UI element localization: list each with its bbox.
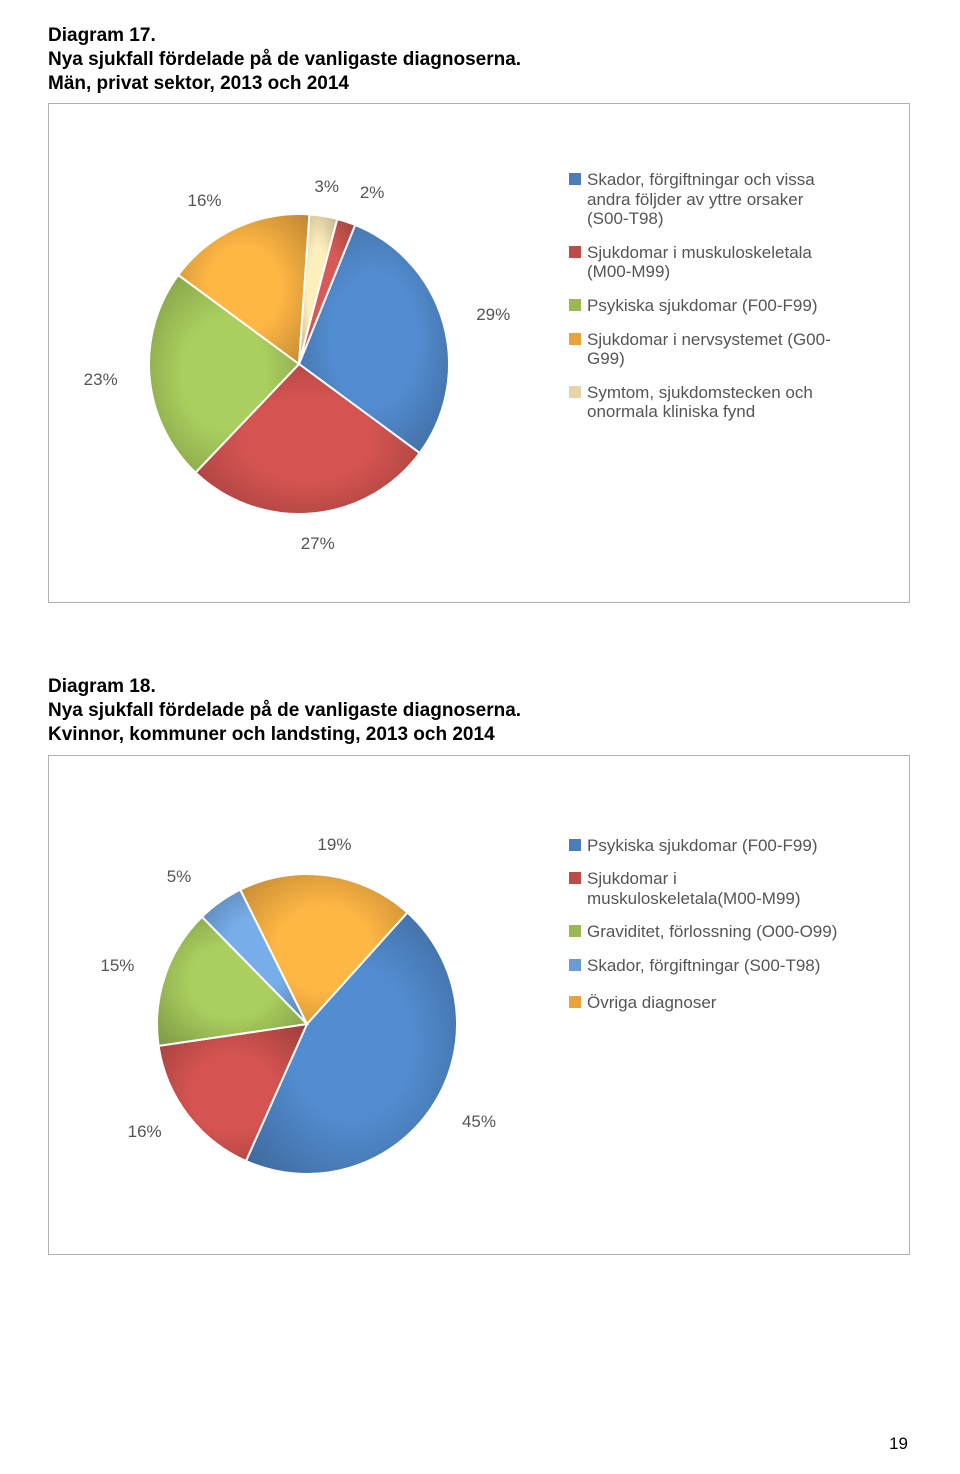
legend-swatch xyxy=(569,959,581,971)
diagram-18-subtitle-2: Kvinnor, kommuner och landsting, 2013 oc… xyxy=(48,723,912,747)
legend-item: Psykiska sjukdomar (F00-F99) xyxy=(569,836,847,856)
legend-text: Sjukdomar i muskuloskeletala (M00-M99) xyxy=(587,243,847,282)
legend-item: Graviditet, förlossning (O00-O99) xyxy=(569,922,847,942)
diagram-17-title: Diagram 17. xyxy=(48,24,912,48)
legend-item: Övriga diagnoser xyxy=(569,993,847,1013)
legend-text: Psykiska sjukdomar (F00-F99) xyxy=(587,296,818,316)
diagram-18-subtitle-1: Nya sjukfall fördelade på de vanligaste … xyxy=(48,699,912,723)
legend-item: Sjukdomar i muskuloskeletala(M00-M99) xyxy=(569,869,847,908)
legend-text: Sjukdomar i nervsystemet (G00-G99) xyxy=(587,330,847,369)
diagram-17-chart: 29%27%23%16%3%2%Skador, förgiftningar oc… xyxy=(48,103,910,603)
legend-swatch xyxy=(569,333,581,345)
legend-swatch xyxy=(569,386,581,398)
legend-swatch xyxy=(569,925,581,937)
diagram-18-title: Diagram 18. xyxy=(48,675,912,699)
diagram-18-heading: Diagram 18. Nya sjukfall fördelade på de… xyxy=(48,675,912,746)
diagram-18-chart: 45%16%15%5%19%Psykiska sjukdomar (F00-F9… xyxy=(48,755,910,1255)
legend-text: Graviditet, förlossning (O00-O99) xyxy=(587,922,837,942)
page-number: 19 xyxy=(889,1434,908,1454)
diagram-17-heading: Diagram 17. Nya sjukfall fördelade på de… xyxy=(48,24,912,95)
legend-swatch xyxy=(569,246,581,258)
diagram-17-subtitle-2: Män, privat sektor, 2013 och 2014 xyxy=(48,72,912,96)
legend-text: Psykiska sjukdomar (F00-F99) xyxy=(587,836,818,856)
legend-swatch xyxy=(569,173,581,185)
legend-text: Övriga diagnoser xyxy=(587,993,716,1013)
legend-item: Symtom, sjukdomstecken och onormala klin… xyxy=(569,383,847,422)
diagram-17-subtitle-1: Nya sjukfall fördelade på de vanligaste … xyxy=(48,48,912,72)
legend-item: Sjukdomar i muskuloskeletala (M00-M99) xyxy=(569,243,847,282)
legend-swatch xyxy=(569,996,581,1008)
legend-swatch xyxy=(569,839,581,851)
legend-text: Symtom, sjukdomstecken och onormala klin… xyxy=(587,383,847,422)
legend-item: Skador, förgiftningar (S00-T98) xyxy=(569,956,847,976)
legend-text: Sjukdomar i muskuloskeletala(M00-M99) xyxy=(587,869,847,908)
legend: Psykiska sjukdomar (F00-F99) Sjukdomar i … xyxy=(569,836,847,1027)
legend-text: Skador, förgiftningar och vissa andra fö… xyxy=(587,170,847,229)
legend-item: Psykiska sjukdomar (F00-F99) xyxy=(569,296,847,316)
legend-text: Skador, förgiftningar (S00-T98) xyxy=(587,956,820,976)
legend: Skador, förgiftningar och vissa andra fö… xyxy=(569,170,847,435)
page: Diagram 17. Nya sjukfall fördelade på de… xyxy=(0,0,960,1474)
legend-swatch xyxy=(569,299,581,311)
legend-swatch xyxy=(569,872,581,884)
legend-item: Sjukdomar i nervsystemet (G00-G99) xyxy=(569,330,847,369)
legend-item: Skador, förgiftningar och vissa andra fö… xyxy=(569,170,847,229)
